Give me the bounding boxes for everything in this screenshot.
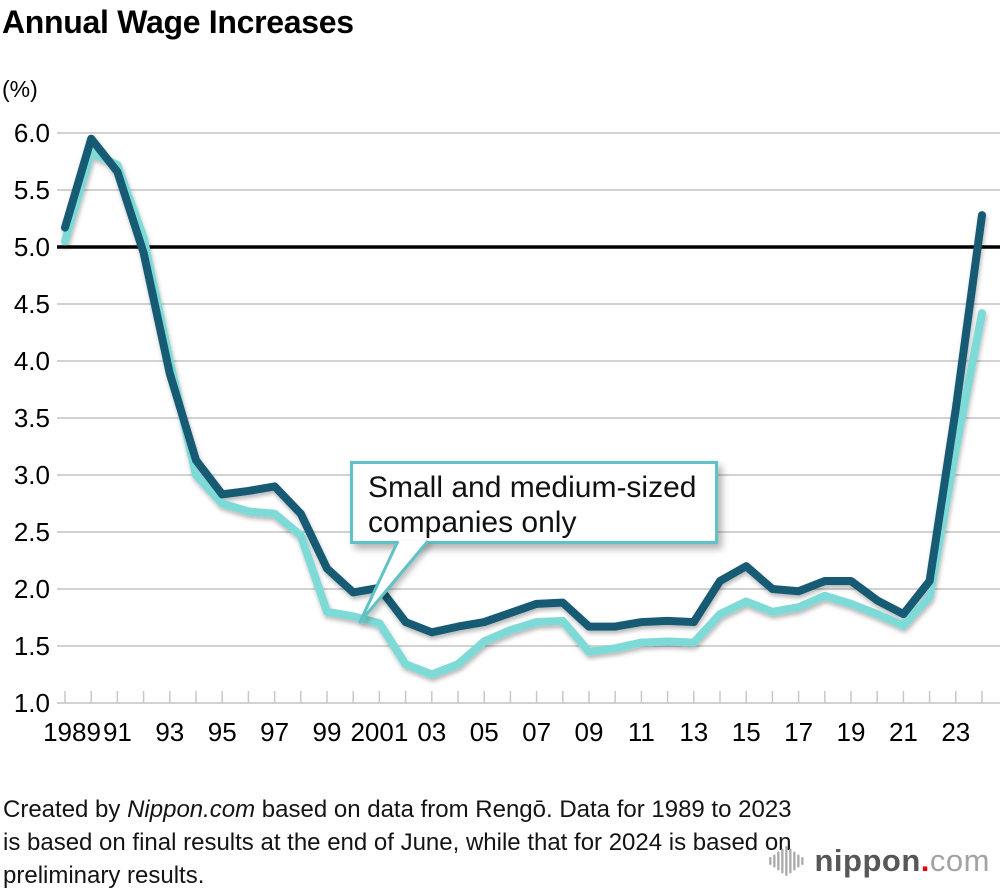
y-axis-unit-label: (%) <box>2 76 38 102</box>
x-tick-label: 15 <box>732 717 761 747</box>
x-tick-label: 91 <box>103 717 132 747</box>
logo-tld: com <box>929 843 990 878</box>
x-tick-label: 09 <box>575 717 604 747</box>
x-tick-label: 07 <box>522 717 551 747</box>
annotation-callout-tail <box>358 540 430 624</box>
x-tick-label: 99 <box>313 717 342 747</box>
x-axis-labels: 1989 91 93 95 97 99 2001 03 05 07 09 11 13 15 17 19 21 23 <box>43 717 970 747</box>
x-tick-label: 03 <box>417 717 446 747</box>
y-tick-label: 2.0 <box>14 574 50 604</box>
soundwave-icon <box>768 846 803 876</box>
x-tick-label: 13 <box>679 717 708 747</box>
source-note-brand: Nippon.com <box>127 796 256 823</box>
y-tick-label: 6.0 <box>14 118 50 148</box>
y-tick-label: 1.5 <box>14 631 50 661</box>
nippon-logo: nippon.com <box>768 843 991 879</box>
nippon-logo-text: nippon.com <box>815 843 991 879</box>
annotation-text: Small and medium-sized companies only <box>368 471 697 539</box>
logo-name: nippon <box>814 843 921 878</box>
y-tick-label: 5.0 <box>14 232 50 262</box>
annotation-callout: Small and medium-sized companies only <box>350 461 718 544</box>
source-note-text-before: Created by <box>3 796 128 823</box>
y-tick-label: 3.0 <box>14 460 50 490</box>
callout-tail-shape <box>358 540 430 624</box>
y-tick-label: 4.0 <box>14 346 50 376</box>
wage-line-all-companies <box>61 134 986 637</box>
source-note-text-after: based on data from Rengō. Data for 1989 … <box>3 796 792 889</box>
x-tick-label: 2001 <box>350 717 408 747</box>
x-tick-label: 17 <box>784 717 813 747</box>
y-tick-label: 1.0 <box>14 688 50 718</box>
y-axis-labels: 6.0 5.5 5.0 4.5 4.0 3.5 3.0 2.5 2.0 1.5 1.0 <box>14 118 50 718</box>
x-tick-label: 95 <box>208 717 237 747</box>
x-tick-label: 11 <box>628 717 655 747</box>
source-note: Created by Nippon.com based on data from… <box>3 793 793 892</box>
logo-dot: . <box>920 843 930 878</box>
x-tick-label: 23 <box>941 717 970 747</box>
y-tick-label: 2.5 <box>14 517 50 547</box>
x-tick-label: 1989 <box>43 717 101 747</box>
series-lines <box>61 134 986 679</box>
x-tick-label: 93 <box>155 717 184 747</box>
y-tick-label: 5.5 <box>14 175 50 205</box>
x-tick-label: 19 <box>837 717 866 747</box>
chart-title: Annual Wage Increases <box>2 4 354 40</box>
y-tick-label: 3.5 <box>14 403 50 433</box>
x-tick-label: 21 <box>889 717 918 747</box>
x-tick-label: 97 <box>260 717 289 747</box>
x-axis-ticks <box>64 691 983 703</box>
y-tick-label: 4.5 <box>14 289 50 319</box>
gridlines <box>57 132 1000 704</box>
x-tick-label: 05 <box>470 717 499 747</box>
wage-line-sme <box>61 148 986 679</box>
